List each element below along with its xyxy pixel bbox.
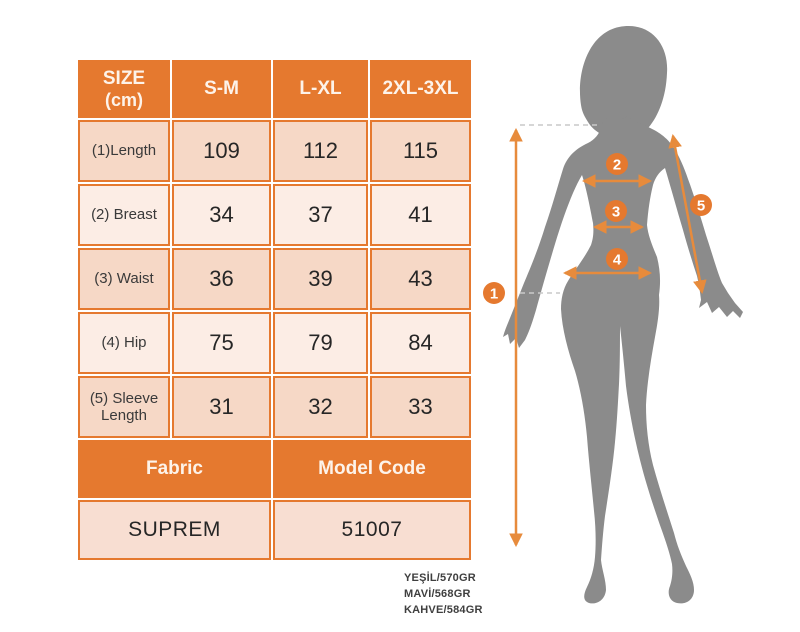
figure-body: [503, 116, 743, 604]
marker-5-label: 5: [697, 198, 705, 215]
fabric-value: SUPREM: [78, 500, 271, 560]
model-code-value: 51007: [273, 500, 471, 560]
row-label-length: (1)Length: [78, 120, 170, 182]
note-green: YEŞİL/570GR: [404, 572, 476, 584]
waist-sm: 36: [172, 248, 271, 310]
row-label-breast: (2) Breast: [78, 184, 170, 246]
body-silhouette-diagram: 1 2 3 4 5: [483, 26, 743, 604]
note-brown: KAHVE/584GR: [404, 604, 483, 616]
size-header-line1: SIZE: [102, 67, 146, 89]
hip-2xl3xl: 84: [370, 312, 471, 374]
row-label-hip: (4) Hip: [78, 312, 170, 374]
marker-3: 3: [605, 200, 627, 222]
marker-5: 5: [690, 194, 712, 216]
breast-2xl3xl: 41: [370, 184, 471, 246]
waist-lxl: 39: [273, 248, 368, 310]
size-table: SIZE (cm) S-M L-XL 2XL-3XL (1)Length 109…: [78, 60, 471, 560]
marker-2-label: 2: [613, 157, 621, 174]
row-label-waist: (3) Waist: [78, 248, 170, 310]
length-sm: 109: [172, 120, 271, 182]
column-header-2xl3xl: 2XL-3XL: [370, 60, 471, 118]
note-blue: MAVİ/568GR: [404, 588, 471, 600]
marker-4-label: 4: [613, 252, 622, 269]
sleeve-arrow-5: [668, 133, 707, 295]
marker-1: 1: [483, 282, 505, 304]
model-code-header: Model Code: [273, 440, 471, 498]
waist-2xl3xl: 43: [370, 248, 471, 310]
fabric-header: Fabric: [78, 440, 271, 498]
marker-2: 2: [606, 153, 628, 175]
marker-4: 4: [606, 248, 628, 270]
color-weight-notes: YEŞİL/570GR MAVİ/568GR KAHVE/584GR: [404, 570, 483, 618]
figure-head: [579, 26, 668, 139]
marker-1-label: 1: [490, 286, 498, 303]
sleeve-sm: 31: [172, 376, 271, 438]
column-header-lxl: L-XL: [273, 60, 368, 118]
sleeve-2xl3xl: 33: [370, 376, 471, 438]
length-2xl3xl: 115: [370, 120, 471, 182]
size-header-line2: (cm): [104, 89, 143, 110]
breast-sm: 34: [172, 184, 271, 246]
hip-sm: 75: [172, 312, 271, 374]
hip-lxl: 79: [273, 312, 368, 374]
breast-lxl: 37: [273, 184, 368, 246]
measurement-figure: 1 2 3 4 5: [480, 10, 780, 610]
marker-3-label: 3: [612, 204, 620, 221]
row-label-sleeve-length: (5) Sleeve Length: [78, 376, 170, 438]
size-header-cell: SIZE (cm): [78, 60, 170, 118]
sleeve-lxl: 32: [273, 376, 368, 438]
length-lxl: 112: [273, 120, 368, 182]
column-header-sm: S-M: [172, 60, 271, 118]
